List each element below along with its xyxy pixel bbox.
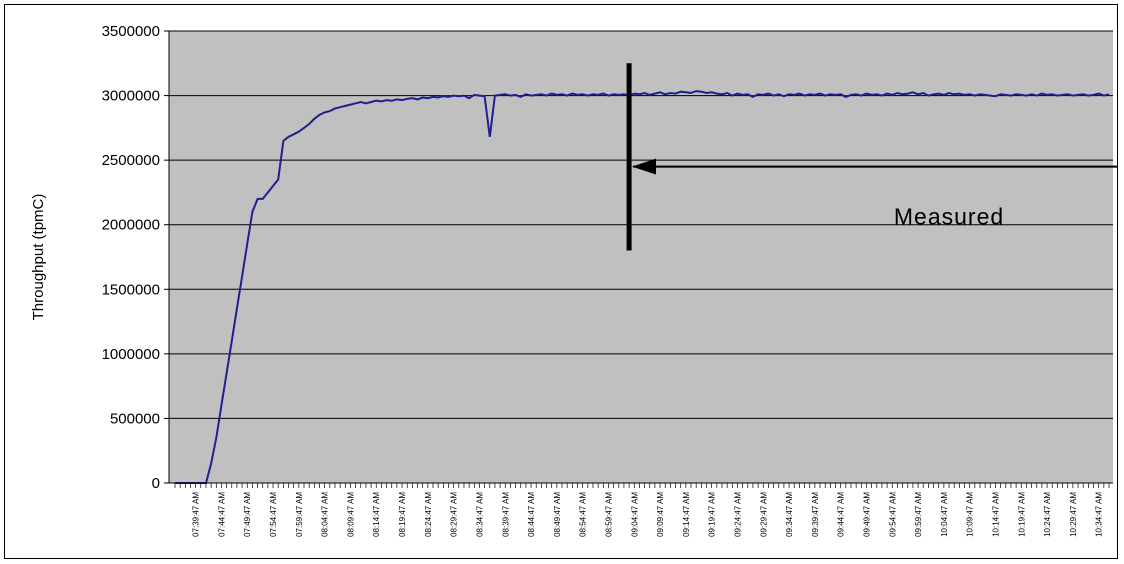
x-tick-label: 10:29:47 AM [1069,492,1078,537]
x-tick-label: 07:54:47 AM [269,492,278,537]
y-tick-label: 500000 [110,410,160,427]
measured-label: Measured [894,204,1004,230]
x-tick-label: 07:59:47 AM [295,492,304,537]
throughput-chart: 0 500000 1000000 1500000 2000000 2500000 30000… [30,23,1117,537]
x-tick-label: 08:19:47 AM [398,492,407,537]
x-tick-label: 09:14:47 AM [682,492,691,537]
y-tick-label: 0 [152,475,160,492]
y-tick-label: 3000000 [102,88,160,105]
y-tick-label: 3500000 [102,23,160,40]
x-tick-label: 08:49:47 AM [553,492,562,537]
x-tick-label: 09:39:47 AM [811,492,820,537]
x-axis: 07:39:47 AM 07:44:47 AM 07:49:47 AM 07:54:4… [174,483,1110,537]
y-tick-label: 2000000 [102,217,160,234]
x-tick-label: 09:34:47 AM [785,492,794,537]
x-tick-label: 09:19:47 AM [708,492,717,537]
x-tick-label: 08:34:47 AM [475,492,484,537]
axis-frame [168,31,1113,484]
x-tick-label: 09:59:47 AM [914,492,923,537]
annotations: Measured [626,63,1117,251]
x-tick-label: 07:44:47 AM [217,492,226,537]
y-tick-label: 1000000 [102,346,160,363]
x-tick-label: 10:24:47 AM [1043,492,1052,537]
x-tick-label: 10:34:47 AM [1095,492,1104,537]
x-tick-label: 07:49:47 AM [243,492,252,537]
x-tick-label: 09:29:47 AM [759,492,768,537]
x-tick-label: 09:09:47 AM [656,492,665,537]
y-axis: 0 500000 1000000 1500000 2000000 2500000 30000… [102,23,169,492]
x-tick-label: 08:04:47 AM [321,492,330,537]
chart-frame: 0 500000 1000000 1500000 2000000 2500000 30000… [4,4,1118,559]
y-axis-label: Throughput (tpmC) [30,194,47,321]
x-tick-label: 08:09:47 AM [346,492,355,537]
x-tick-label: 08:54:47 AM [579,492,588,537]
y-tick-label: 2500000 [102,152,160,169]
x-tick-label: 08:24:47 AM [424,492,433,537]
x-tick-label: 09:04:47 AM [630,492,639,537]
x-tick-label: 08:44:47 AM [527,492,536,537]
y-tick-label: 1500000 [102,281,160,298]
x-tick-label: 08:59:47 AM [604,492,613,537]
x-tick-label: 09:24:47 AM [733,492,742,537]
plot-area [169,31,1113,483]
x-tick-label: 10:14:47 AM [991,492,1000,537]
x-tick-label: 08:14:47 AM [372,492,381,537]
x-tick-label: 10:04:47 AM [940,492,949,537]
x-tick-label: 09:54:47 AM [888,492,897,537]
x-tick-label: 09:44:47 AM [837,492,846,537]
x-tick-label: 08:39:47 AM [501,492,510,537]
x-tick-label: 10:09:47 AM [966,492,975,537]
x-tick-label: 08:29:47 AM [450,492,459,537]
x-tick-label: 10:19:47 AM [1017,492,1026,537]
series-line [175,90,1110,484]
x-tick-label: 09:49:47 AM [862,492,871,537]
x-tick-label: 07:39:47 AM [192,492,201,537]
